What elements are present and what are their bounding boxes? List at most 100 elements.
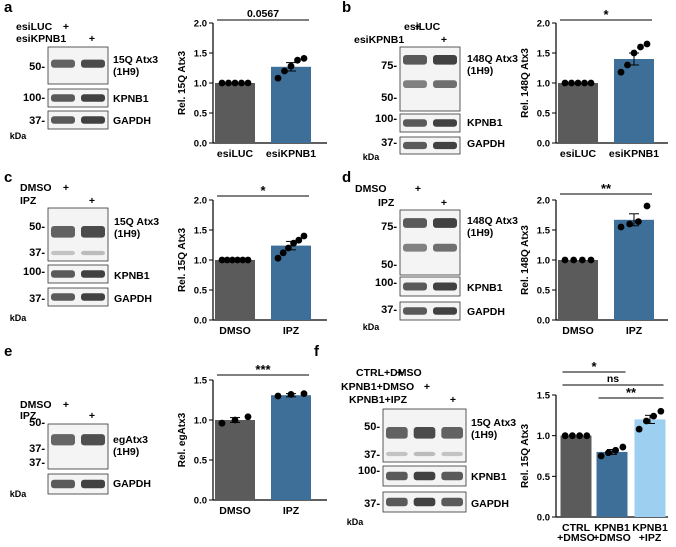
data-point (290, 239, 297, 247)
y-tick-label: 0.0 (537, 316, 550, 327)
category-label: IPZ (626, 325, 643, 337)
blot-frame (47, 264, 109, 284)
data-point (561, 256, 569, 264)
data-point (619, 443, 627, 451)
blot-frame (47, 287, 109, 307)
y-tick-label: 0.5 (537, 286, 551, 297)
data-point (568, 432, 576, 440)
y-tick-label: 1.5 (194, 49, 208, 60)
band-label: GAPDH (467, 306, 505, 318)
data-point (300, 232, 308, 240)
data-point (300, 390, 308, 397)
mw-marker: 75- (381, 60, 397, 72)
category-label: esiLUC (560, 148, 597, 160)
blot-band (403, 55, 427, 65)
y-tick-label: 1.0 (194, 79, 207, 90)
band-label: GAPDH (114, 293, 152, 305)
blot-band (51, 293, 75, 301)
mw-marker: 37- (29, 443, 45, 455)
band-label: 15Q Atx3 (1H9) (114, 216, 159, 240)
condition-mark: + (415, 21, 421, 33)
data-point (294, 56, 301, 64)
condition-label: DMSO (355, 183, 387, 195)
blot-band (81, 479, 105, 489)
blot-band (433, 307, 457, 315)
blot-band (413, 427, 436, 439)
condition-label: esiKPNB1 (16, 33, 66, 45)
condition-mark: + (450, 394, 456, 406)
category-label: IPZ (283, 505, 300, 517)
condition-label: esiLUC (16, 21, 53, 33)
data-point (223, 256, 231, 264)
blot-band (51, 250, 75, 256)
condition-mark: + (441, 197, 447, 209)
category-label: esiKPNB1 (609, 148, 659, 160)
data-point (583, 432, 591, 440)
significance-label: *** (255, 362, 271, 377)
y-tick-label: 0.5 (194, 456, 208, 467)
bar-chart-e: 0.0 0.5 1.0 1.5 Rel. egAtx3 DMSO IPZ *** (177, 362, 327, 517)
blot-band (81, 250, 105, 256)
y-tick-label: 2.0 (537, 19, 550, 30)
y-tick-label: 2.0 (194, 196, 207, 207)
y-axis-label: Rel. 15Q Atx3 (177, 51, 188, 116)
blot-frame (399, 113, 461, 133)
mw-marker: 37- (29, 293, 45, 305)
blot-frame (399, 136, 461, 155)
band-label: GAPDH (471, 498, 509, 510)
band-label: GAPDH (467, 138, 505, 150)
blot-band (51, 434, 75, 446)
blot-band (403, 307, 427, 315)
y-tick-label: 0.5 (537, 472, 551, 483)
bar (596, 451, 628, 517)
blot-band (81, 293, 105, 301)
data-point (597, 452, 605, 460)
bar (215, 260, 255, 320)
blot-band (81, 270, 105, 278)
blot-band (81, 434, 105, 446)
category-label: DMSO (219, 325, 251, 337)
blot-band (441, 497, 463, 507)
data-point (617, 68, 625, 76)
blot-band (81, 226, 105, 238)
significance-label: * (591, 359, 597, 374)
y-tick-label: 1.0 (194, 256, 207, 267)
blot-band (51, 270, 75, 278)
mw-marker: 37- (381, 137, 397, 149)
band-label: KPNB1 (467, 282, 503, 294)
data-point (231, 79, 239, 87)
data-point (244, 79, 252, 87)
category-label: esiLUC (217, 148, 254, 160)
data-point (295, 236, 303, 244)
bar (634, 419, 666, 517)
significance-label: ** (601, 181, 612, 196)
blot-band (51, 59, 75, 68)
panel-letter-c: c (4, 169, 12, 186)
panel-letter-d: d (342, 169, 351, 186)
condition-mark: + (63, 182, 69, 194)
blot-band (433, 119, 457, 127)
blot-band (386, 471, 408, 481)
blot-frame (47, 473, 109, 495)
data-point (229, 256, 236, 264)
data-point (643, 202, 651, 210)
data-point (578, 256, 586, 264)
panel-letter-f: f (314, 343, 320, 360)
category-label: KPNB1 +DMSO (593, 522, 631, 542)
data-point (642, 417, 650, 425)
data-point (234, 256, 242, 264)
blot-band (441, 451, 463, 457)
blot-frame (47, 88, 109, 108)
condition-label: KPNB1+DMSO (341, 381, 414, 393)
blot-band (433, 218, 457, 228)
y-axis-label: Rel. 15Q Atx3 (177, 228, 188, 293)
mw-marker: 50- (381, 259, 397, 271)
band-label: 148Q Atx3 (1H9) (467, 53, 518, 77)
blot-band (403, 282, 427, 291)
condition-mark: + (63, 21, 69, 33)
band-label: GAPDH (113, 115, 151, 127)
significance-label: 0.0567 (247, 8, 279, 20)
kda-label: kDa (10, 313, 28, 323)
